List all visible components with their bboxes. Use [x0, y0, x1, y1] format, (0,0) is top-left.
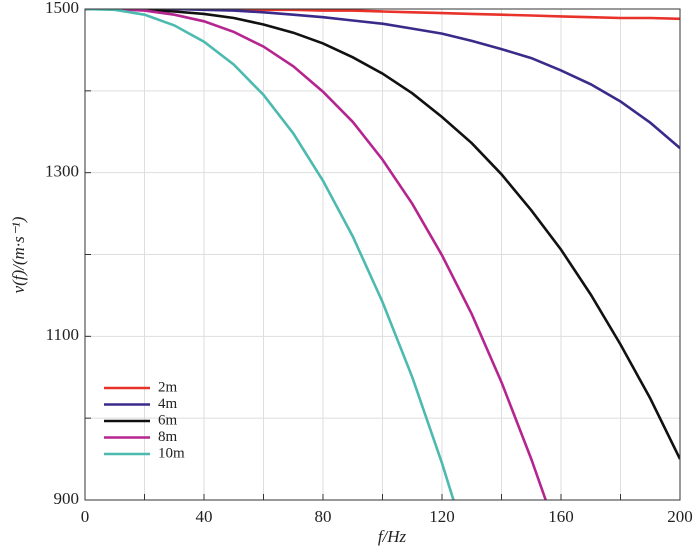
y-tick-label: 1500: [45, 0, 79, 17]
x-tick-label: 0: [81, 507, 90, 526]
legend-label: 6m: [158, 412, 178, 428]
x-tick-label: 200: [667, 507, 693, 526]
plot-frame: [84, 8, 681, 501]
y-tick-label: 1100: [46, 325, 79, 344]
x-tick-label: 160: [548, 507, 574, 526]
series-line: [85, 9, 455, 500]
legend-label: 10m: [158, 445, 185, 461]
y-tick-label: 900: [54, 489, 80, 508]
series-line: [85, 9, 548, 500]
x-tick-label: 80: [315, 507, 332, 526]
y-tick-label: 1300: [45, 162, 79, 181]
y-axis-label: v(f)/(m·s⁻¹): [9, 216, 28, 293]
series-line: [85, 9, 680, 460]
legend-label: 2m: [158, 379, 178, 395]
legend-label: 4m: [158, 396, 178, 412]
x-tick-label: 120: [429, 507, 455, 526]
plot-lines: [85, 9, 680, 500]
series-line: [85, 9, 680, 21]
x-tick-label: 40: [196, 507, 213, 526]
x-axis-label: f/Hz: [378, 527, 407, 546]
legend-label: 8m: [158, 429, 178, 445]
